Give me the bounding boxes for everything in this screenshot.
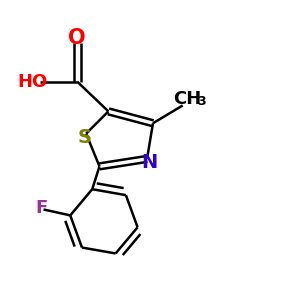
Text: O: O <box>68 28 86 48</box>
Text: CH: CH <box>173 90 201 108</box>
Text: 3: 3 <box>197 95 206 108</box>
Text: HO: HO <box>17 73 48 91</box>
Text: F: F <box>35 199 47 217</box>
Text: S: S <box>78 128 92 147</box>
Text: N: N <box>141 153 158 172</box>
